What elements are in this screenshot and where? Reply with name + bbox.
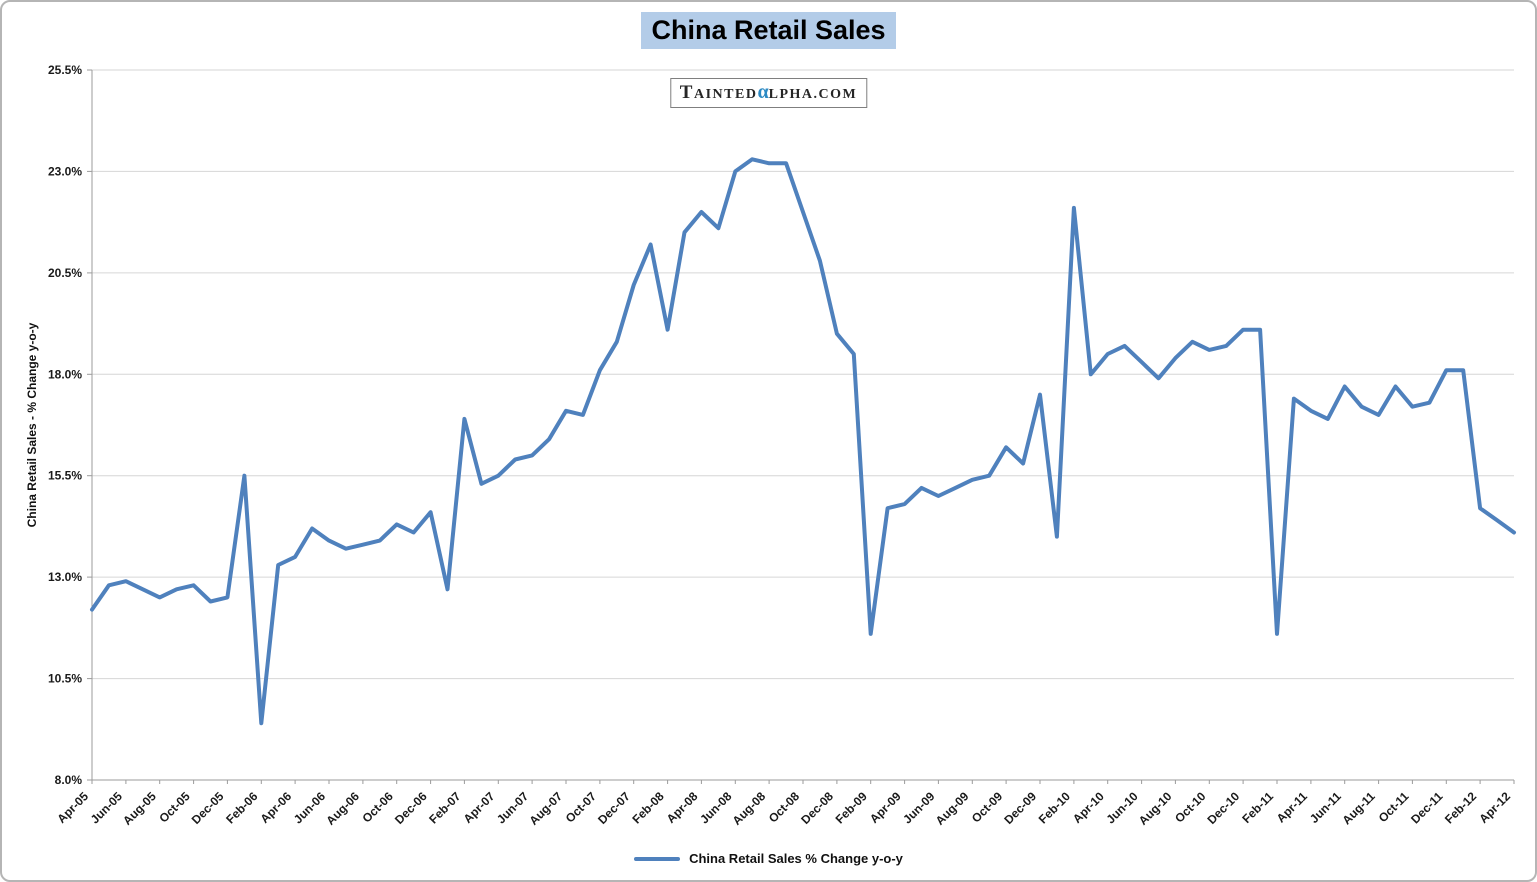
x-tick-label: Feb-07 bbox=[426, 789, 463, 826]
x-tick-label: Oct-08 bbox=[766, 789, 803, 826]
x-tick-label: Feb-10 bbox=[1036, 789, 1073, 826]
x-tick-label: Jun-10 bbox=[1103, 789, 1140, 826]
chart-title: China Retail Sales bbox=[641, 12, 896, 50]
x-tick-label: Oct-09 bbox=[969, 789, 1006, 826]
legend-line-swatch bbox=[634, 856, 681, 861]
y-tick-label: 15.5% bbox=[48, 469, 82, 483]
y-axis-title: China Retail Sales - % Change y-o-y bbox=[25, 322, 39, 528]
legend-label: China Retail Sales % Change y-o-y bbox=[689, 851, 903, 866]
y-tick-label: 23.0% bbox=[48, 164, 82, 178]
x-tick-label: Feb-11 bbox=[1239, 789, 1276, 826]
x-tick-label: Oct-05 bbox=[156, 789, 193, 826]
x-tick-label: Aug-05 bbox=[120, 789, 159, 828]
x-tick-label: Dec-09 bbox=[1001, 789, 1039, 827]
x-tick-label: Dec-07 bbox=[595, 789, 633, 827]
watermark-text-t: T bbox=[679, 82, 694, 103]
x-tick-label: Aug-06 bbox=[323, 789, 362, 828]
x-tick-label: Feb-08 bbox=[629, 789, 666, 826]
x-tick-label: Apr-09 bbox=[867, 789, 904, 826]
x-tick-label: Jun-07 bbox=[494, 789, 531, 826]
x-tick-label: Apr-06 bbox=[257, 789, 294, 826]
y-tick-label: 20.5% bbox=[48, 266, 82, 280]
y-tick-label: 25.5% bbox=[48, 63, 82, 77]
x-tick-label: Dec-11 bbox=[1408, 789, 1445, 826]
x-tick-label: Jun-05 bbox=[88, 789, 125, 826]
x-tick-label: Apr-05 bbox=[54, 789, 91, 826]
x-tick-label: Dec-10 bbox=[1204, 789, 1242, 827]
y-tick-label: 10.5% bbox=[48, 672, 82, 686]
chart-title-row: China Retail Sales bbox=[2, 12, 1535, 50]
x-tick-label: Apr-08 bbox=[664, 789, 701, 826]
x-tick-label: Apr-12 bbox=[1476, 789, 1513, 826]
y-tick-label: 8.0% bbox=[55, 773, 83, 787]
x-tick-label: Apr-10 bbox=[1070, 789, 1107, 826]
x-tick-label: Oct-11 bbox=[1376, 789, 1412, 825]
x-tick-label: Jun-09 bbox=[900, 789, 937, 826]
x-tick-label: Jun-06 bbox=[291, 789, 328, 826]
watermark-text-lpha-com: LPHA.COM bbox=[768, 87, 858, 102]
x-tick-label: Oct-06 bbox=[360, 789, 397, 826]
x-tick-label: Aug-08 bbox=[730, 789, 769, 828]
x-tick-label: Feb-09 bbox=[833, 789, 870, 826]
x-tick-label: Jun-11 bbox=[1307, 789, 1344, 826]
x-tick-label: Aug-11 bbox=[1340, 789, 1378, 827]
watermark: TAINTEDαLPHA.COM bbox=[669, 78, 868, 108]
x-tick-label: Dec-06 bbox=[392, 789, 430, 827]
x-tick-label: Dec-05 bbox=[189, 789, 227, 827]
legend: China Retail Sales % Change y-o-y bbox=[2, 851, 1535, 866]
watermark-text-ainted: AINTED bbox=[693, 87, 758, 102]
x-tick-label: Oct-07 bbox=[563, 789, 600, 826]
watermark-alpha-glyph: α bbox=[757, 81, 769, 103]
x-tick-label: Aug-09 bbox=[933, 789, 972, 828]
x-tick-label: Feb-06 bbox=[223, 789, 260, 826]
x-tick-label: Oct-10 bbox=[1172, 789, 1209, 826]
x-tick-label: Dec-08 bbox=[798, 789, 836, 827]
x-tick-label: Aug-10 bbox=[1136, 789, 1175, 828]
x-tick-label: Apr-07 bbox=[461, 789, 498, 826]
series-china-retail-sales bbox=[90, 157, 1516, 726]
y-tick-label: 13.0% bbox=[48, 570, 82, 584]
x-tick-label: Aug-07 bbox=[526, 789, 565, 828]
x-tick-label: Apr-11 bbox=[1274, 789, 1311, 826]
y-tick-label: 18.0% bbox=[48, 367, 82, 381]
x-tick-label: Feb-12 bbox=[1442, 789, 1479, 826]
x-tick-label: Jun-08 bbox=[697, 789, 734, 826]
